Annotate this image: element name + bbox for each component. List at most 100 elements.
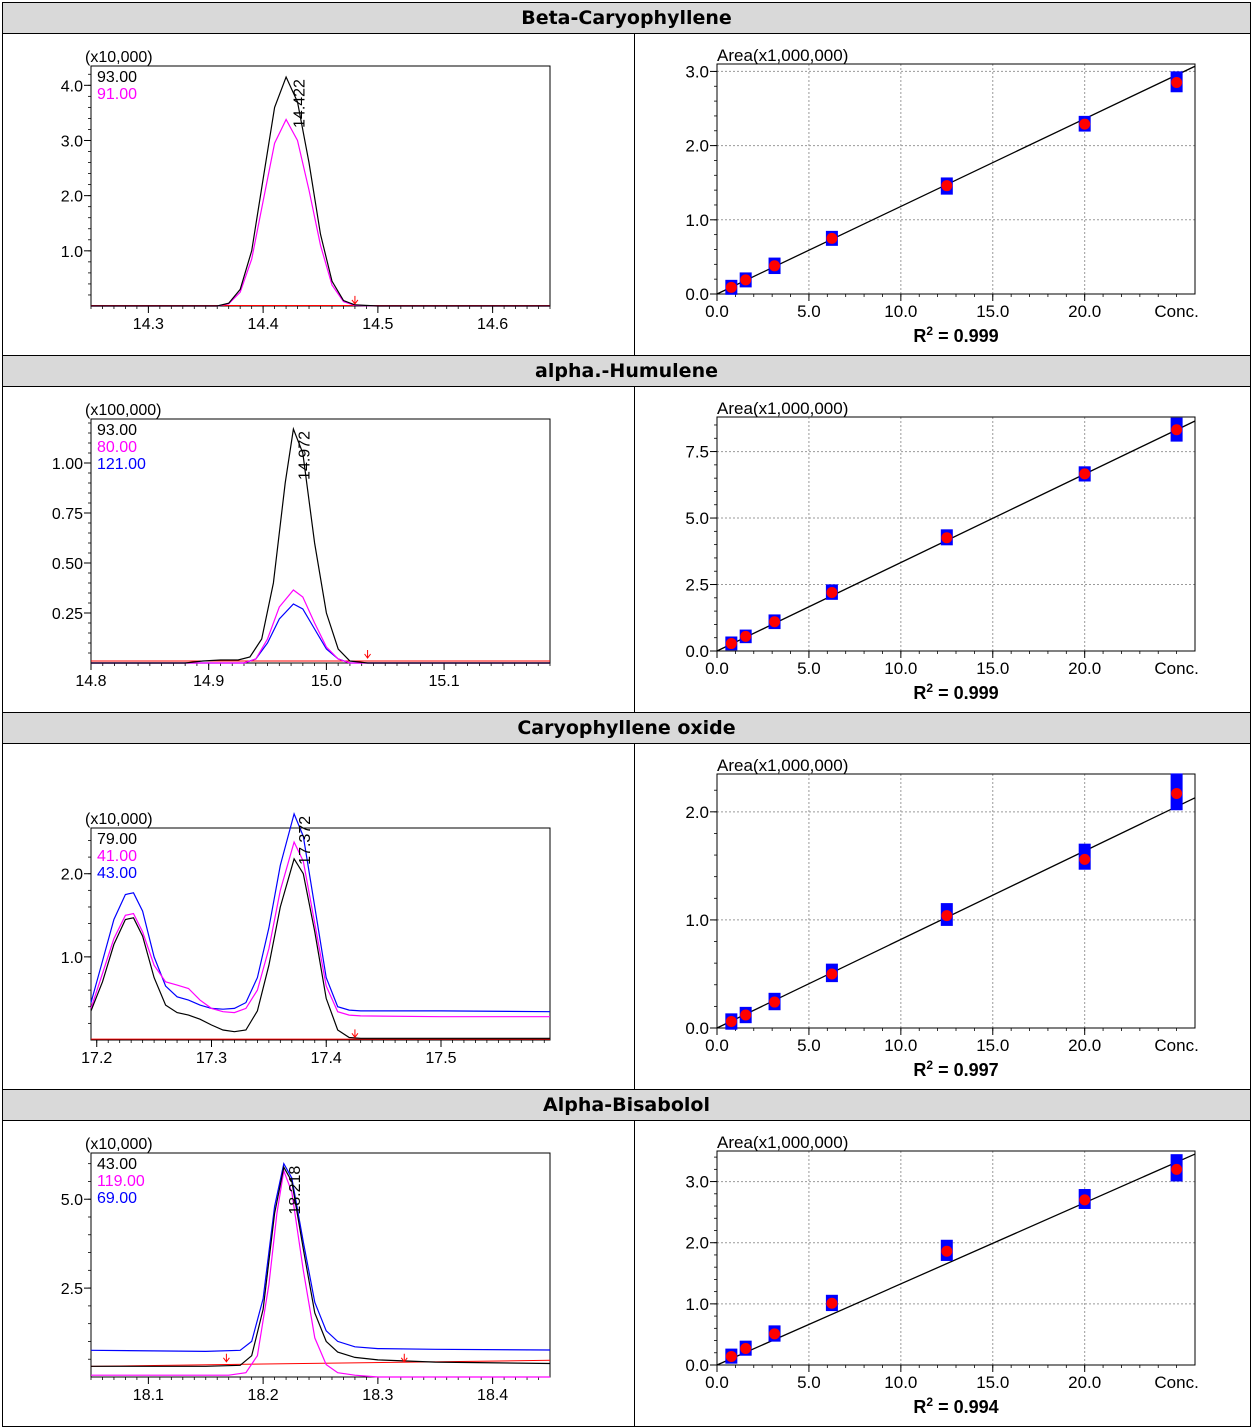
- x-axis-label: Conc.: [1154, 659, 1198, 678]
- x-tick-label: 18.3: [362, 1387, 393, 1404]
- ion-trace: [90, 857, 550, 1039]
- mean-marker: [725, 1350, 737, 1362]
- integration-marker: [351, 1029, 359, 1039]
- integration-marker: [223, 1353, 230, 1363]
- x-tick-label: 15.0: [976, 302, 1009, 321]
- ion-trace: [90, 812, 551, 1013]
- trace-legend-label: 69.00: [97, 1190, 137, 1207]
- x-tick-label: 20.0: [1068, 1036, 1101, 1055]
- mean-marker: [941, 180, 953, 192]
- regression-line: [716, 1153, 1196, 1366]
- y-tick-label: 0.75: [52, 506, 83, 523]
- y-tick-label: 1.0: [61, 950, 83, 967]
- compound-header: alpha.-Humulene: [1, 355, 1252, 387]
- y-axis-label: Area(x1,000,000): [717, 46, 848, 65]
- r-squared-label: R2 = 0.994: [913, 1395, 998, 1417]
- mean-marker: [740, 1009, 752, 1021]
- scale-label: (x10,000): [85, 811, 153, 828]
- y-axis-label: Area(x1,000,000): [717, 756, 848, 775]
- peak-retention-label: 14.422: [291, 79, 308, 128]
- trace-legend-label: 93.00: [97, 69, 137, 86]
- peak-retention-label: 14.972: [296, 431, 313, 480]
- y-tick-label: 1.0: [685, 211, 709, 230]
- ion-trace: [91, 1168, 550, 1378]
- x-tick-label: 15.1: [429, 673, 460, 690]
- mean-marker: [1171, 1163, 1183, 1175]
- regression-line: [716, 797, 1196, 1029]
- y-tick-label: 0.0: [685, 642, 709, 661]
- x-tick-label: 5.0: [797, 1373, 821, 1392]
- y-tick-label: 0.0: [685, 1019, 709, 1038]
- ion-trace: [90, 840, 550, 1018]
- chromatogram-traces: [91, 426, 550, 664]
- mean-marker: [1079, 853, 1091, 865]
- x-tick-label: 14.9: [193, 673, 224, 690]
- x-tick-label: 5.0: [797, 302, 821, 321]
- x-tick-label: 10.0: [884, 1036, 917, 1055]
- x-tick-label: 20.0: [1068, 302, 1101, 321]
- x-tick-label: 15.0: [976, 659, 1009, 678]
- x-tick-label: 10.0: [884, 302, 917, 321]
- y-tick-label: 5.0: [61, 1192, 83, 1209]
- integration-marker: [351, 295, 359, 305]
- x-tick-label: 18.2: [248, 1387, 279, 1404]
- mean-marker: [740, 630, 752, 642]
- calibration-chart: 0.0 5.0 10.0 15.0 20.0 Conc. 0.0 1.0 2.0 Area(x1,…: [685, 756, 1198, 1080]
- chromatogram-chart: 18.1 18.2 18.3 18.4 2.5 5.0 (x10,000) 43.00119.…: [61, 1136, 551, 1404]
- r-squared-label: R2 = 0.999: [913, 324, 998, 346]
- y-tick-label: 0.0: [685, 285, 709, 304]
- x-tick-label: 17.3: [196, 1050, 227, 1067]
- y-tick-label: 2.0: [685, 137, 709, 156]
- compound-header: Alpha-Bisabolol: [1, 1089, 1252, 1121]
- trace-legend-label: 93.00: [97, 422, 137, 439]
- r-squared-label: R2 = 0.997: [913, 1058, 998, 1080]
- mean-marker: [826, 1297, 838, 1309]
- plot-frame: [90, 827, 551, 1041]
- regression-line: [716, 65, 1196, 295]
- ion-trace: [91, 118, 550, 307]
- ion-trace: [90, 1162, 551, 1353]
- trace-legend-label: 91.00: [97, 86, 137, 103]
- scale-label: (x10,000): [85, 49, 153, 66]
- mean-marker: [725, 281, 737, 293]
- plot-frame: [90, 1152, 551, 1378]
- x-tick-label: 17.4: [311, 1050, 342, 1067]
- r-squared-superscript: 2: [926, 1058, 933, 1072]
- chromatogram-traces: [90, 812, 551, 1040]
- chromatogram-chart: 14.3 14.4 14.5 14.6 1.0 2.0 3.0 4.0(x10,000) 93.…: [61, 49, 551, 333]
- y-tick-label: 3.0: [685, 62, 709, 81]
- r-squared-symbol: R: [913, 326, 926, 346]
- trace-legend-label: 43.00: [97, 865, 137, 882]
- trace-legend-label: 79.00: [97, 831, 137, 848]
- plot-frame: [716, 773, 1196, 1029]
- mean-marker: [769, 996, 781, 1008]
- integration-marker: [364, 650, 371, 659]
- trace-legend-label: 80.00: [97, 439, 137, 456]
- y-tick-label: 0.25: [52, 606, 83, 623]
- trace-legend-label: 119.00: [97, 1173, 145, 1190]
- mean-marker: [941, 1245, 953, 1257]
- trace-legend-label: 43.00: [97, 1156, 137, 1173]
- chromatogram-chart: 14.8 14.9 15.0 15.1 0.25 0.50 0.75 1.00 (x100,00…: [52, 402, 551, 690]
- x-axis-label: Conc.: [1154, 1036, 1198, 1055]
- mean-marker: [941, 910, 953, 922]
- ion-trace: [91, 75, 550, 307]
- x-tick-label: 18.4: [477, 1387, 508, 1404]
- x-tick-label: 17.2: [81, 1050, 112, 1067]
- y-tick-label: 2.5: [685, 576, 709, 595]
- r-squared-superscript: 2: [926, 681, 933, 695]
- y-tick-label: 7.5: [685, 443, 709, 462]
- r-squared-label: R2 = 0.999: [913, 681, 998, 703]
- r-squared-symbol: R: [913, 683, 926, 703]
- chromatogram-traces: [90, 1162, 551, 1378]
- mean-marker: [826, 232, 838, 244]
- x-tick-label: 10.0: [884, 1373, 917, 1392]
- y-tick-label: 2.0: [61, 189, 83, 206]
- y-tick-label: 3.0: [685, 1173, 709, 1192]
- y-tick-label: 0.50: [52, 556, 83, 573]
- mean-marker: [769, 1328, 781, 1340]
- y-tick-label: 3.0: [61, 133, 83, 150]
- regression-line: [716, 420, 1196, 652]
- r-squared-value: = 0.997: [933, 1060, 999, 1080]
